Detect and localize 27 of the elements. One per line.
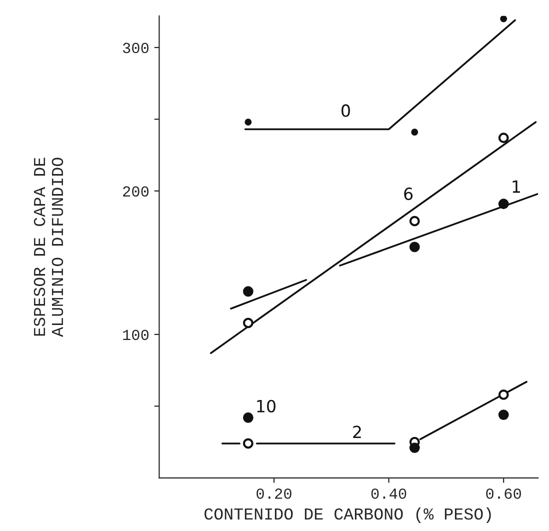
point (242, 438, 254, 449)
point (409, 216, 420, 226)
x-tick-label: 0.40 (371, 488, 406, 499)
point (242, 286, 254, 297)
y-axis-title: ESPESOR DE CAPA DE ALUMINIO DIFUNDIDO (34, 158, 64, 337)
y-tick-label: 200 (123, 186, 149, 197)
point (411, 128, 418, 136)
series-label: 6 (404, 187, 413, 200)
point (500, 16, 508, 22)
point (409, 442, 420, 453)
point (409, 242, 420, 252)
point (242, 412, 254, 423)
series-label: 10 (257, 400, 276, 412)
x-axis-title: CONTENIDO DE CARBONO (% PESO) (204, 507, 491, 523)
series-label: 0 (342, 104, 350, 117)
point (242, 318, 254, 328)
point (498, 389, 509, 400)
series-label: 2 (353, 426, 361, 438)
point (498, 198, 509, 210)
x-tick-label: 0.60 (486, 488, 521, 499)
x-tick-label: 0.20 (256, 488, 292, 499)
y-tick-label: 100 (123, 330, 149, 340)
point (498, 132, 509, 144)
series-label: 1 (512, 180, 520, 193)
point (244, 118, 252, 126)
point (498, 410, 509, 420)
y-tick-label: 300 (122, 42, 149, 54)
